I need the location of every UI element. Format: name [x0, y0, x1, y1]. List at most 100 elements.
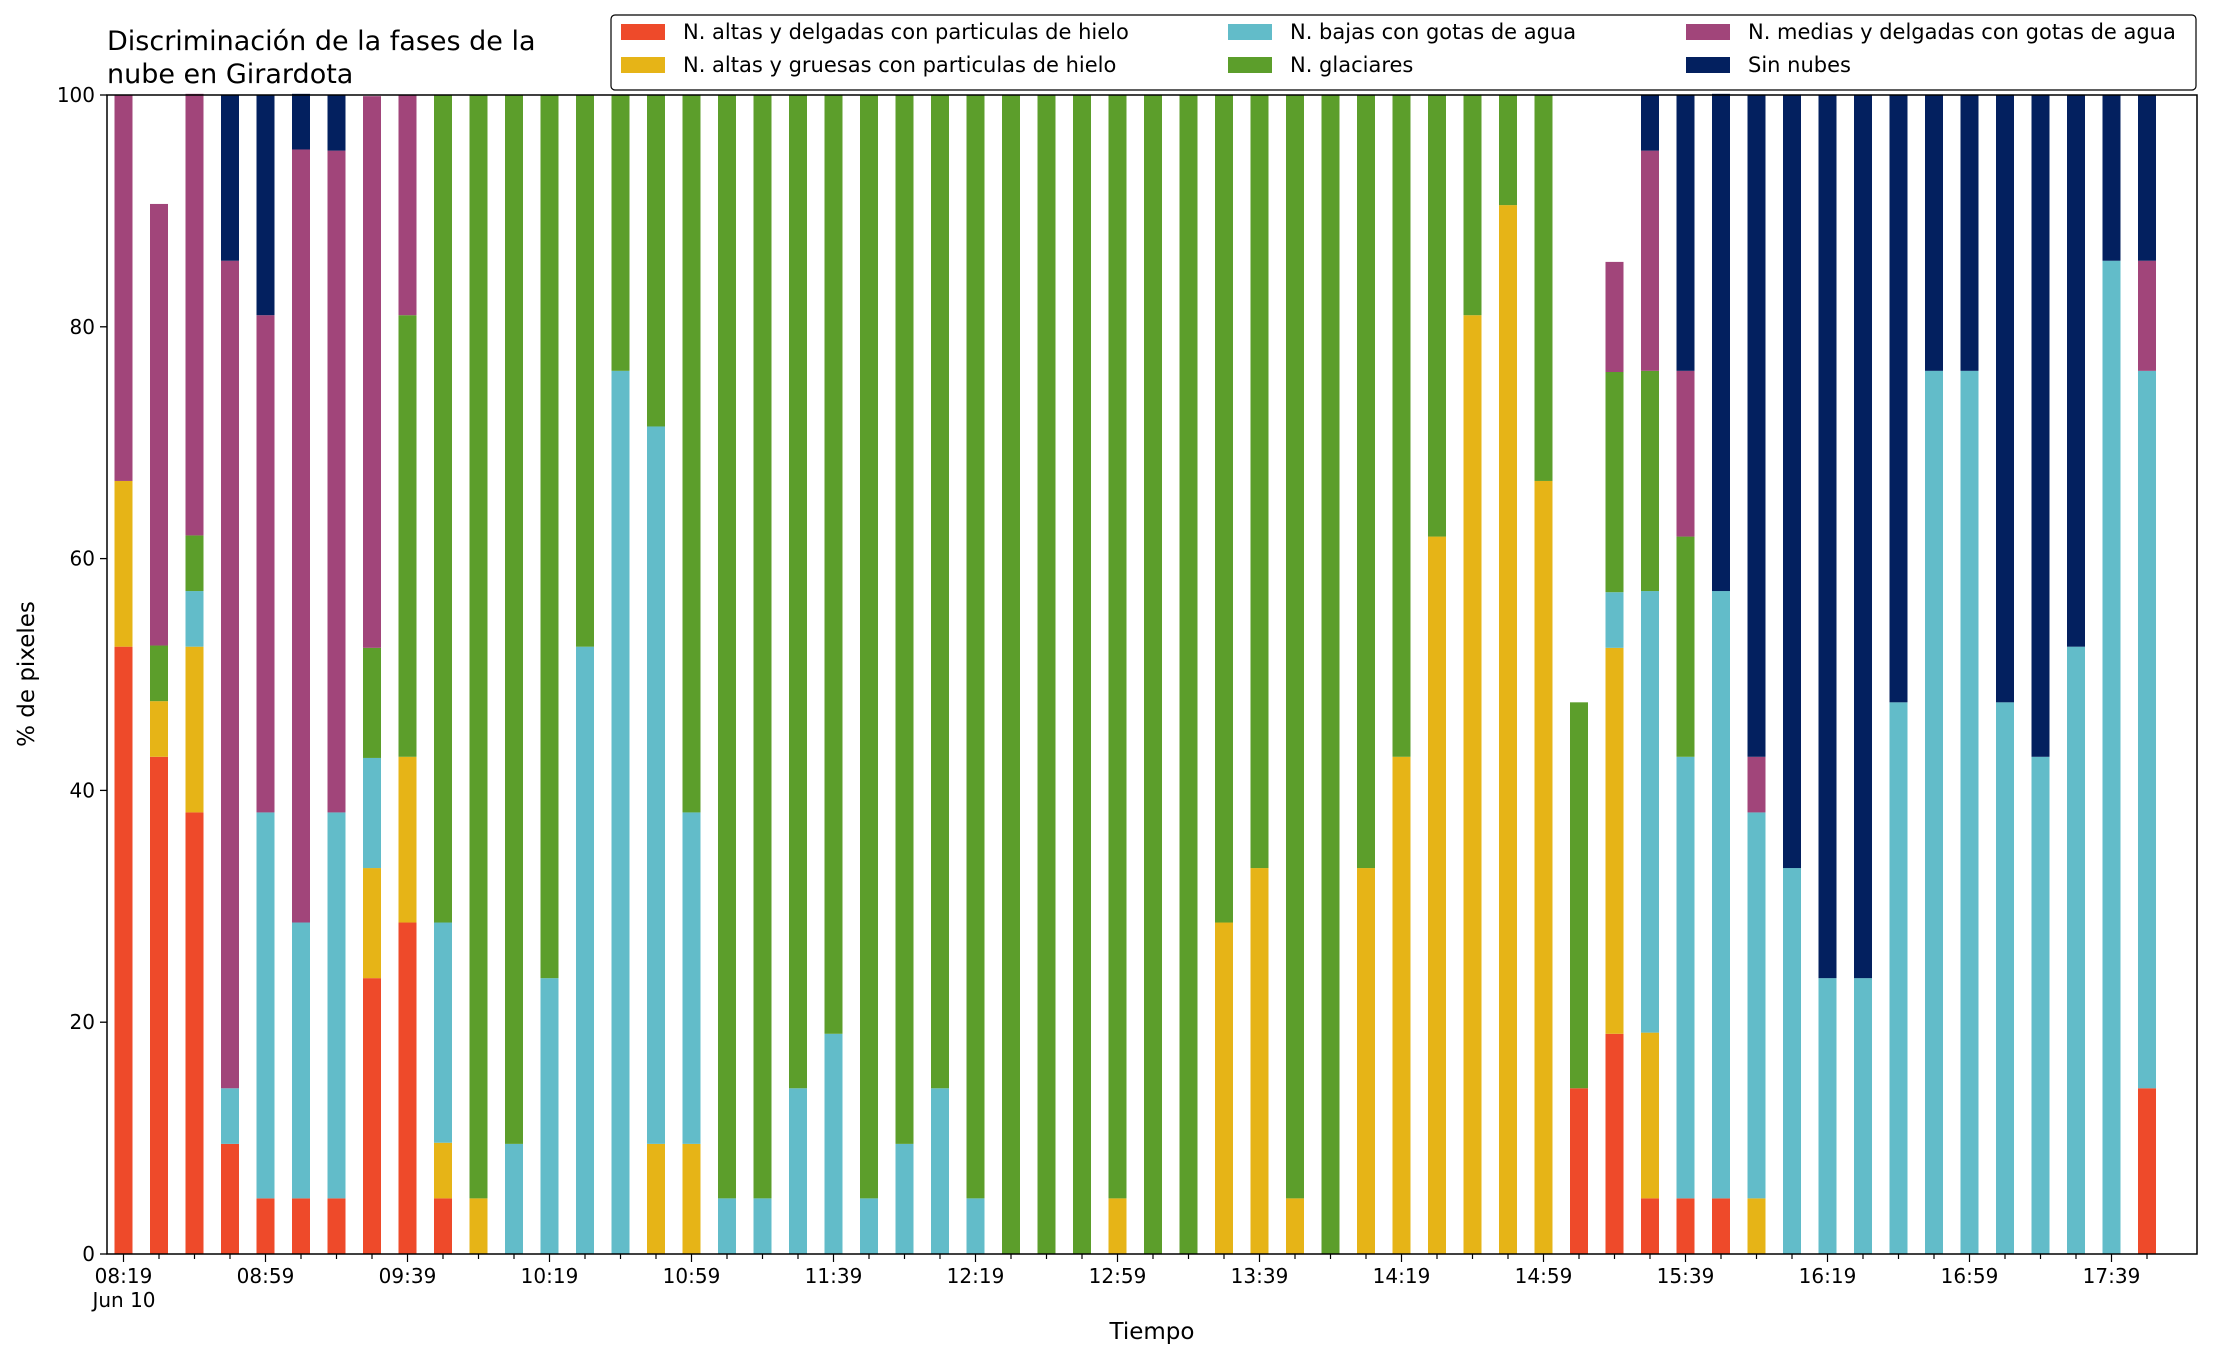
- bar-segment-0829-s0: [150, 756, 168, 1254]
- legend-swatch: [621, 24, 665, 40]
- legend-label: Sin nubes: [1748, 53, 1851, 77]
- bar-segment-1129-s3: [789, 95, 807, 1089]
- bar-segment-1609-s2: [1783, 868, 1801, 1254]
- bar-segment-1649-s2: [1925, 370, 1943, 1255]
- legend-label: N. bajas con gotas de agua: [1290, 20, 1576, 44]
- bar-segment-1539-s5: [1676, 95, 1695, 371]
- bar-segment-1349-s1: [1286, 1198, 1304, 1254]
- bar-segment-1539-s3: [1676, 536, 1695, 757]
- bar-segment-1019-s2: [540, 978, 559, 1254]
- bar-segment-1309-s3: [1144, 95, 1162, 1254]
- bar-segment-1159-s3: [895, 95, 914, 1144]
- bar-segment-0949-s0: [434, 1198, 452, 1254]
- bar-segment-0849-s2: [221, 1088, 239, 1144]
- bar-segment-0909-s4: [292, 149, 310, 923]
- bar-segment-0829-s4: [150, 203, 168, 646]
- bar-segment-1429-s3: [1428, 95, 1446, 537]
- bar-segment-1039-s2: [611, 370, 630, 1255]
- bar-segment-0909-s0: [292, 1198, 310, 1254]
- bar-segment-1639-s2: [1889, 702, 1908, 1254]
- y-tick-label: 40: [70, 778, 95, 802]
- legend-swatch: [621, 57, 665, 73]
- bar-segment-1059-s1: [682, 1143, 701, 1254]
- bar-segment-1609-s5: [1783, 95, 1801, 869]
- x-tick-label: 17:39: [2083, 1264, 2141, 1288]
- bar-segment-1109-s3: [718, 95, 736, 1199]
- legend-label: N. altas y gruesas con particulas de hie…: [683, 53, 1116, 77]
- bar-segment-1559-s5: [1747, 95, 1766, 757]
- legend: N. altas y delgadas con particulas de hi…: [610, 14, 2197, 91]
- bar-segment-1159-s2: [895, 1143, 914, 1254]
- bar-segment-0829-s1: [150, 701, 168, 757]
- bar-segment-1439-s3: [1463, 95, 1482, 316]
- bar-segment-1409-s1: [1357, 868, 1375, 1254]
- bar-segment-1109-s2: [718, 1198, 736, 1254]
- bar-segment-0849-s5: [221, 95, 239, 261]
- bar-segment-1529-s2: [1641, 591, 1659, 1033]
- bar-segment-1549-s2: [1712, 591, 1730, 1199]
- y-tick-label: 0: [82, 1242, 95, 1266]
- bar-segment-0919-s5: [327, 95, 346, 151]
- bar-segment-0839-s2: [185, 591, 204, 647]
- bar-segment-1559-s1: [1747, 1198, 1766, 1254]
- bar-segment-1429-s1: [1428, 536, 1446, 1254]
- bar-segment-1339-s1: [1250, 868, 1269, 1254]
- y-axis: 0 20 40 60 80 100: [57, 83, 107, 1266]
- bar-segment-0939-s3: [398, 315, 417, 757]
- y-tick-label: 60: [70, 547, 95, 571]
- bar-segment-0859-s4: [256, 315, 275, 813]
- x-tick-label: 10:59: [663, 1264, 721, 1288]
- bar-segment-1449-s3: [1499, 95, 1517, 206]
- bar-segment-1249-s3: [1073, 95, 1091, 1254]
- x-axis-date-label: Jun 10: [90, 1288, 155, 1312]
- bar-segment-1519-s0: [1605, 1033, 1624, 1254]
- x-tick-label: 14:19: [1373, 1264, 1431, 1288]
- bar-segment-1119-s3: [753, 95, 772, 1199]
- bar-segment-1649-s5: [1925, 95, 1943, 371]
- x-axis: 08:19 08:59 09:39 10:19 10:59 11:39 12:19 12:59…: [95, 1254, 2148, 1288]
- bar-segment-1049-s1: [647, 1143, 665, 1254]
- bar-segment-0929-s3: [363, 647, 381, 758]
- x-tick-label: 16:59: [1941, 1264, 1999, 1288]
- bar-segment-1539-s2: [1676, 756, 1695, 1199]
- bar-segment-0929-s2: [363, 757, 381, 869]
- bar-segment-1059-s2: [682, 812, 701, 1144]
- bar-segment-0949-s2: [434, 922, 452, 1143]
- bar-segment-0849-s4: [221, 260, 239, 1089]
- bar-segment-1629-s5: [1854, 95, 1872, 979]
- bar-segment-1729-s2: [2067, 646, 2085, 1254]
- bar-segment-1229-s3: [1002, 95, 1020, 1254]
- bar-segment-1639-s5: [1889, 95, 1908, 703]
- legend-swatch: [1228, 24, 1272, 40]
- bar-segment-1529-s0: [1641, 1198, 1659, 1254]
- bar-segment-1219-s2: [966, 1198, 985, 1254]
- legend-swatch: [1686, 57, 1730, 73]
- bar-segment-1659-s5: [1960, 95, 1979, 371]
- bar-segment-1549-s0: [1712, 1198, 1730, 1254]
- bar-segment-1659-s2: [1960, 370, 1979, 1255]
- bar-segment-1259-s1: [1108, 1198, 1127, 1254]
- bar-segment-0929-s0: [363, 978, 381, 1254]
- bar-segment-1449-s1: [1499, 205, 1517, 1255]
- bar-segment-0859-s2: [256, 812, 275, 1199]
- bar-segment-1339-s3: [1250, 95, 1269, 869]
- bar-segment-1749-s0: [2138, 1088, 2156, 1254]
- bar-segment-0829-s3: [150, 645, 168, 702]
- x-tick-label: 14:59: [1515, 1264, 1573, 1288]
- bar-segment-0929-s1: [363, 868, 381, 979]
- bar-segment-1359-s3: [1321, 95, 1340, 1254]
- bar-segment-0949-s3: [434, 95, 452, 923]
- bar-segment-1459-s1: [1534, 480, 1553, 1254]
- bar-segment-0839-s0: [185, 812, 204, 1254]
- bar-segment-1629-s2: [1854, 978, 1872, 1254]
- x-tick-label: 08:59: [237, 1264, 295, 1288]
- bar-segment-1419-s3: [1392, 95, 1411, 757]
- bar-segment-1709-s5: [1996, 95, 2014, 703]
- bar-segment-1719-s2: [2031, 756, 2050, 1254]
- y-tick-label: 80: [70, 315, 95, 339]
- bar-segment-1329-s1: [1215, 922, 1233, 1254]
- bar-segment-1239-s3: [1037, 95, 1056, 1254]
- bar-segment-0919-s2: [327, 812, 346, 1199]
- legend-swatch: [1228, 57, 1272, 73]
- bar-segment-0859-s0: [256, 1198, 275, 1254]
